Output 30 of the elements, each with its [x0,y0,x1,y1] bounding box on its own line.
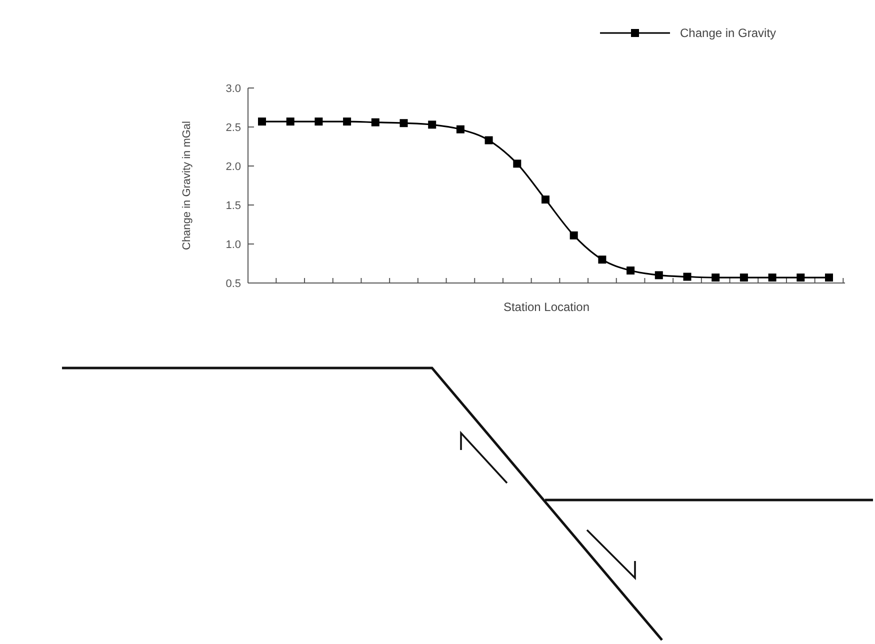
point [598,256,606,264]
point [314,118,323,126]
point [683,272,692,281]
y-tick-label: 0.5 [226,278,241,290]
point [456,125,464,134]
point [400,119,408,128]
point [570,231,578,240]
y-tick-label: 2.5 [226,122,241,134]
y-tick-label: 1.5 [226,200,241,212]
point [513,160,522,168]
y-tick-label: 3.0 [226,82,241,95]
point [654,271,663,280]
point [626,266,635,275]
point [768,274,776,282]
point [740,274,748,282]
y-axis-title: Change in Gravity in mGal [181,121,193,250]
point [258,118,266,126]
point [542,196,550,204]
point [825,274,833,282]
point [343,118,352,126]
y-tick-label: 1.0 [226,238,241,251]
point [371,118,380,126]
point [484,136,493,144]
y-tick-label: 2.0 [226,160,241,173]
point [286,118,294,126]
point [428,120,436,129]
text: Change in Gravity [680,26,776,40]
point [796,274,805,282]
point [712,274,720,282]
x-axis-title: Station Location [503,300,590,314]
